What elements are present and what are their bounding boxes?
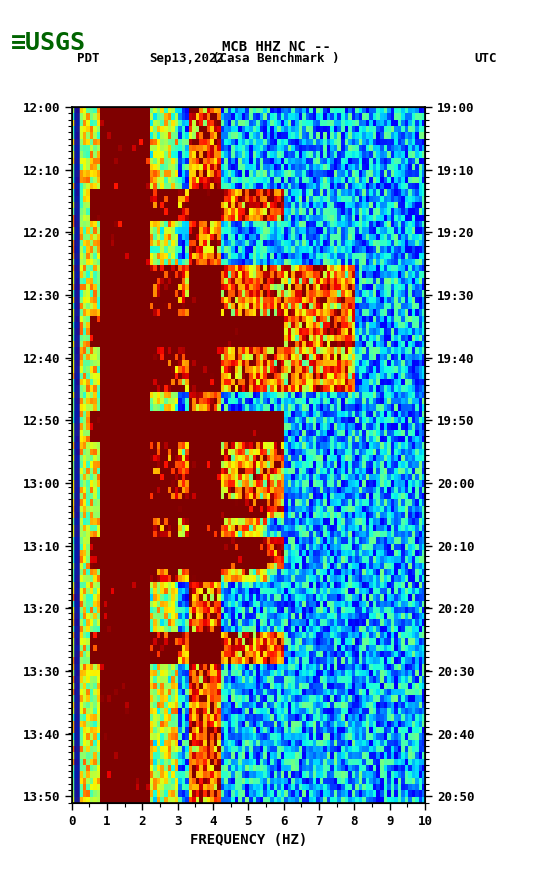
Text: Sep13,2022: Sep13,2022 [149, 52, 224, 65]
Text: ≡USGS: ≡USGS [11, 31, 86, 55]
Text: MCB HHZ NC --: MCB HHZ NC -- [221, 40, 331, 54]
Text: UTC: UTC [475, 52, 497, 65]
X-axis label: FREQUENCY (HZ): FREQUENCY (HZ) [190, 833, 307, 847]
Text: (Casa Benchmark ): (Casa Benchmark ) [213, 52, 339, 65]
Text: PDT: PDT [77, 52, 100, 65]
